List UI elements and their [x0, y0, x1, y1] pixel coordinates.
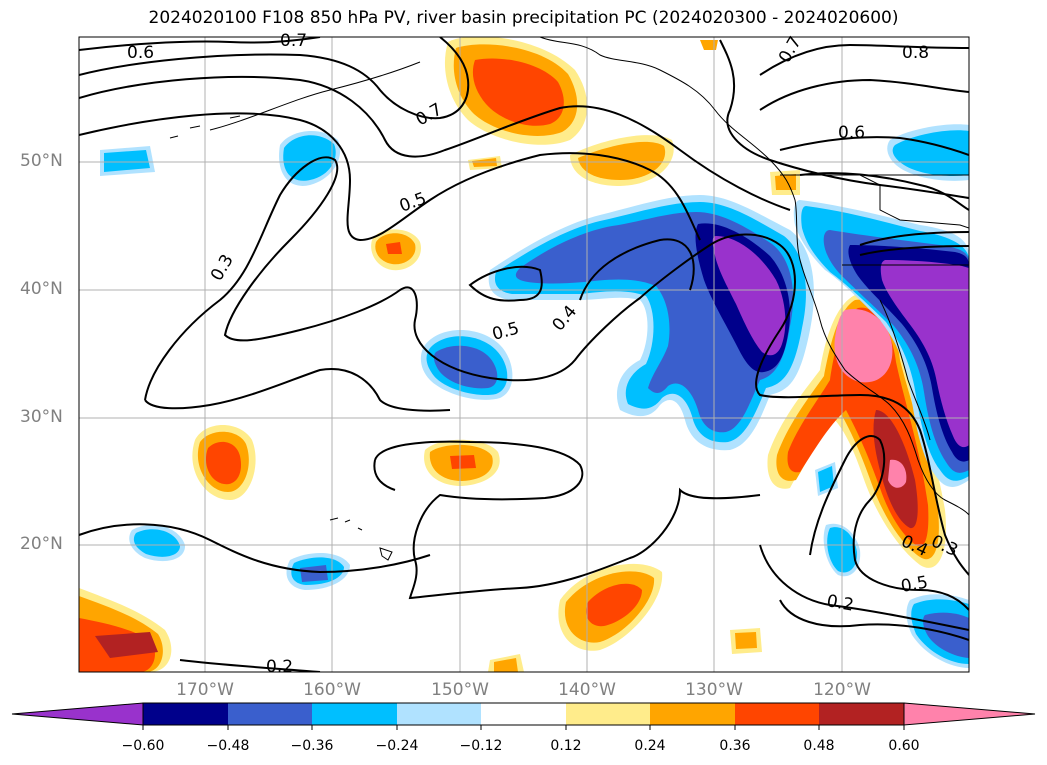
contour-label: 0.2: [266, 657, 293, 677]
colorbar-swatch: [735, 703, 819, 725]
precip-shading: [79, 37, 969, 672]
colorbar-tick-label: −0.60: [121, 738, 165, 754]
colorbar-swatch: [143, 703, 228, 725]
colorbar-swatch: [228, 703, 312, 725]
colorbar-tick-label: −0.36: [290, 738, 334, 754]
colorbar: [11, 702, 1036, 730]
colorbar-tick-label: 0.12: [550, 738, 582, 754]
colorbar-swatch: [819, 703, 904, 725]
contour-label: 0.5: [397, 189, 429, 217]
contour-label: 0.4: [549, 302, 582, 336]
map-title: 2024020100 F108 850 hPa PV, river basin …: [148, 8, 899, 28]
colorbar-extend-low: [11, 702, 144, 726]
longitude-label: 150°W: [431, 680, 489, 700]
colorbar-tick-label: 0.36: [719, 738, 751, 754]
latitude-label: 20°N: [20, 534, 63, 554]
pv-contours: [79, 37, 969, 672]
negative-anomaly-pacific-band: [488, 195, 814, 451]
contour-label: 0.7: [775, 33, 806, 66]
contour-label: 0.2: [825, 591, 855, 615]
longitude-label: 140°W: [558, 680, 616, 700]
contour-label: 0.5: [899, 573, 929, 597]
contour-label: 0.6: [127, 43, 154, 63]
coastlines: [169, 37, 969, 561]
latitude-label: 30°N: [20, 407, 63, 427]
positive-anomaly-north-pacific: [445, 37, 588, 145]
longitude-label: 170°W: [176, 680, 234, 700]
contour-label: 0.3: [207, 251, 238, 284]
longitude-label: 120°W: [813, 680, 871, 700]
colorbar-swatch: [481, 703, 566, 725]
contour-label: 0.8: [902, 43, 929, 63]
colorbar-tick-label: 0.24: [634, 738, 666, 754]
longitude-label: 130°W: [685, 680, 743, 700]
colorbar-tick-label: −0.12: [459, 738, 503, 754]
graticule: [79, 37, 969, 672]
colorbar-extend-high: [903, 702, 1036, 726]
plot-frame: [78, 36, 970, 673]
colorbar-swatch: [566, 703, 650, 725]
colorbar-tick-label: −0.48: [206, 738, 250, 754]
latitude-label: 40°N: [20, 279, 63, 299]
colorbar-swatch: [650, 703, 735, 725]
contour-label: 0.7: [280, 31, 307, 51]
colorbar-swatch: [397, 703, 481, 725]
colorbar-tick-label: 0.60: [888, 738, 920, 754]
contour-label: 0.7: [413, 99, 446, 130]
colorbar-tick-label: −0.24: [375, 738, 419, 754]
positive-anomaly-subtropics: [79, 229, 762, 672]
colorbar-swatch: [312, 703, 397, 725]
contour-label: 0.6: [838, 123, 865, 143]
longitude-label: 160°W: [303, 680, 361, 700]
contour-label: 0.5: [490, 319, 521, 345]
positive-anomaly-west-coast: [767, 170, 946, 568]
colorbar-tick-label: 0.48: [803, 738, 835, 754]
latitude-label: 50°N: [20, 151, 63, 171]
